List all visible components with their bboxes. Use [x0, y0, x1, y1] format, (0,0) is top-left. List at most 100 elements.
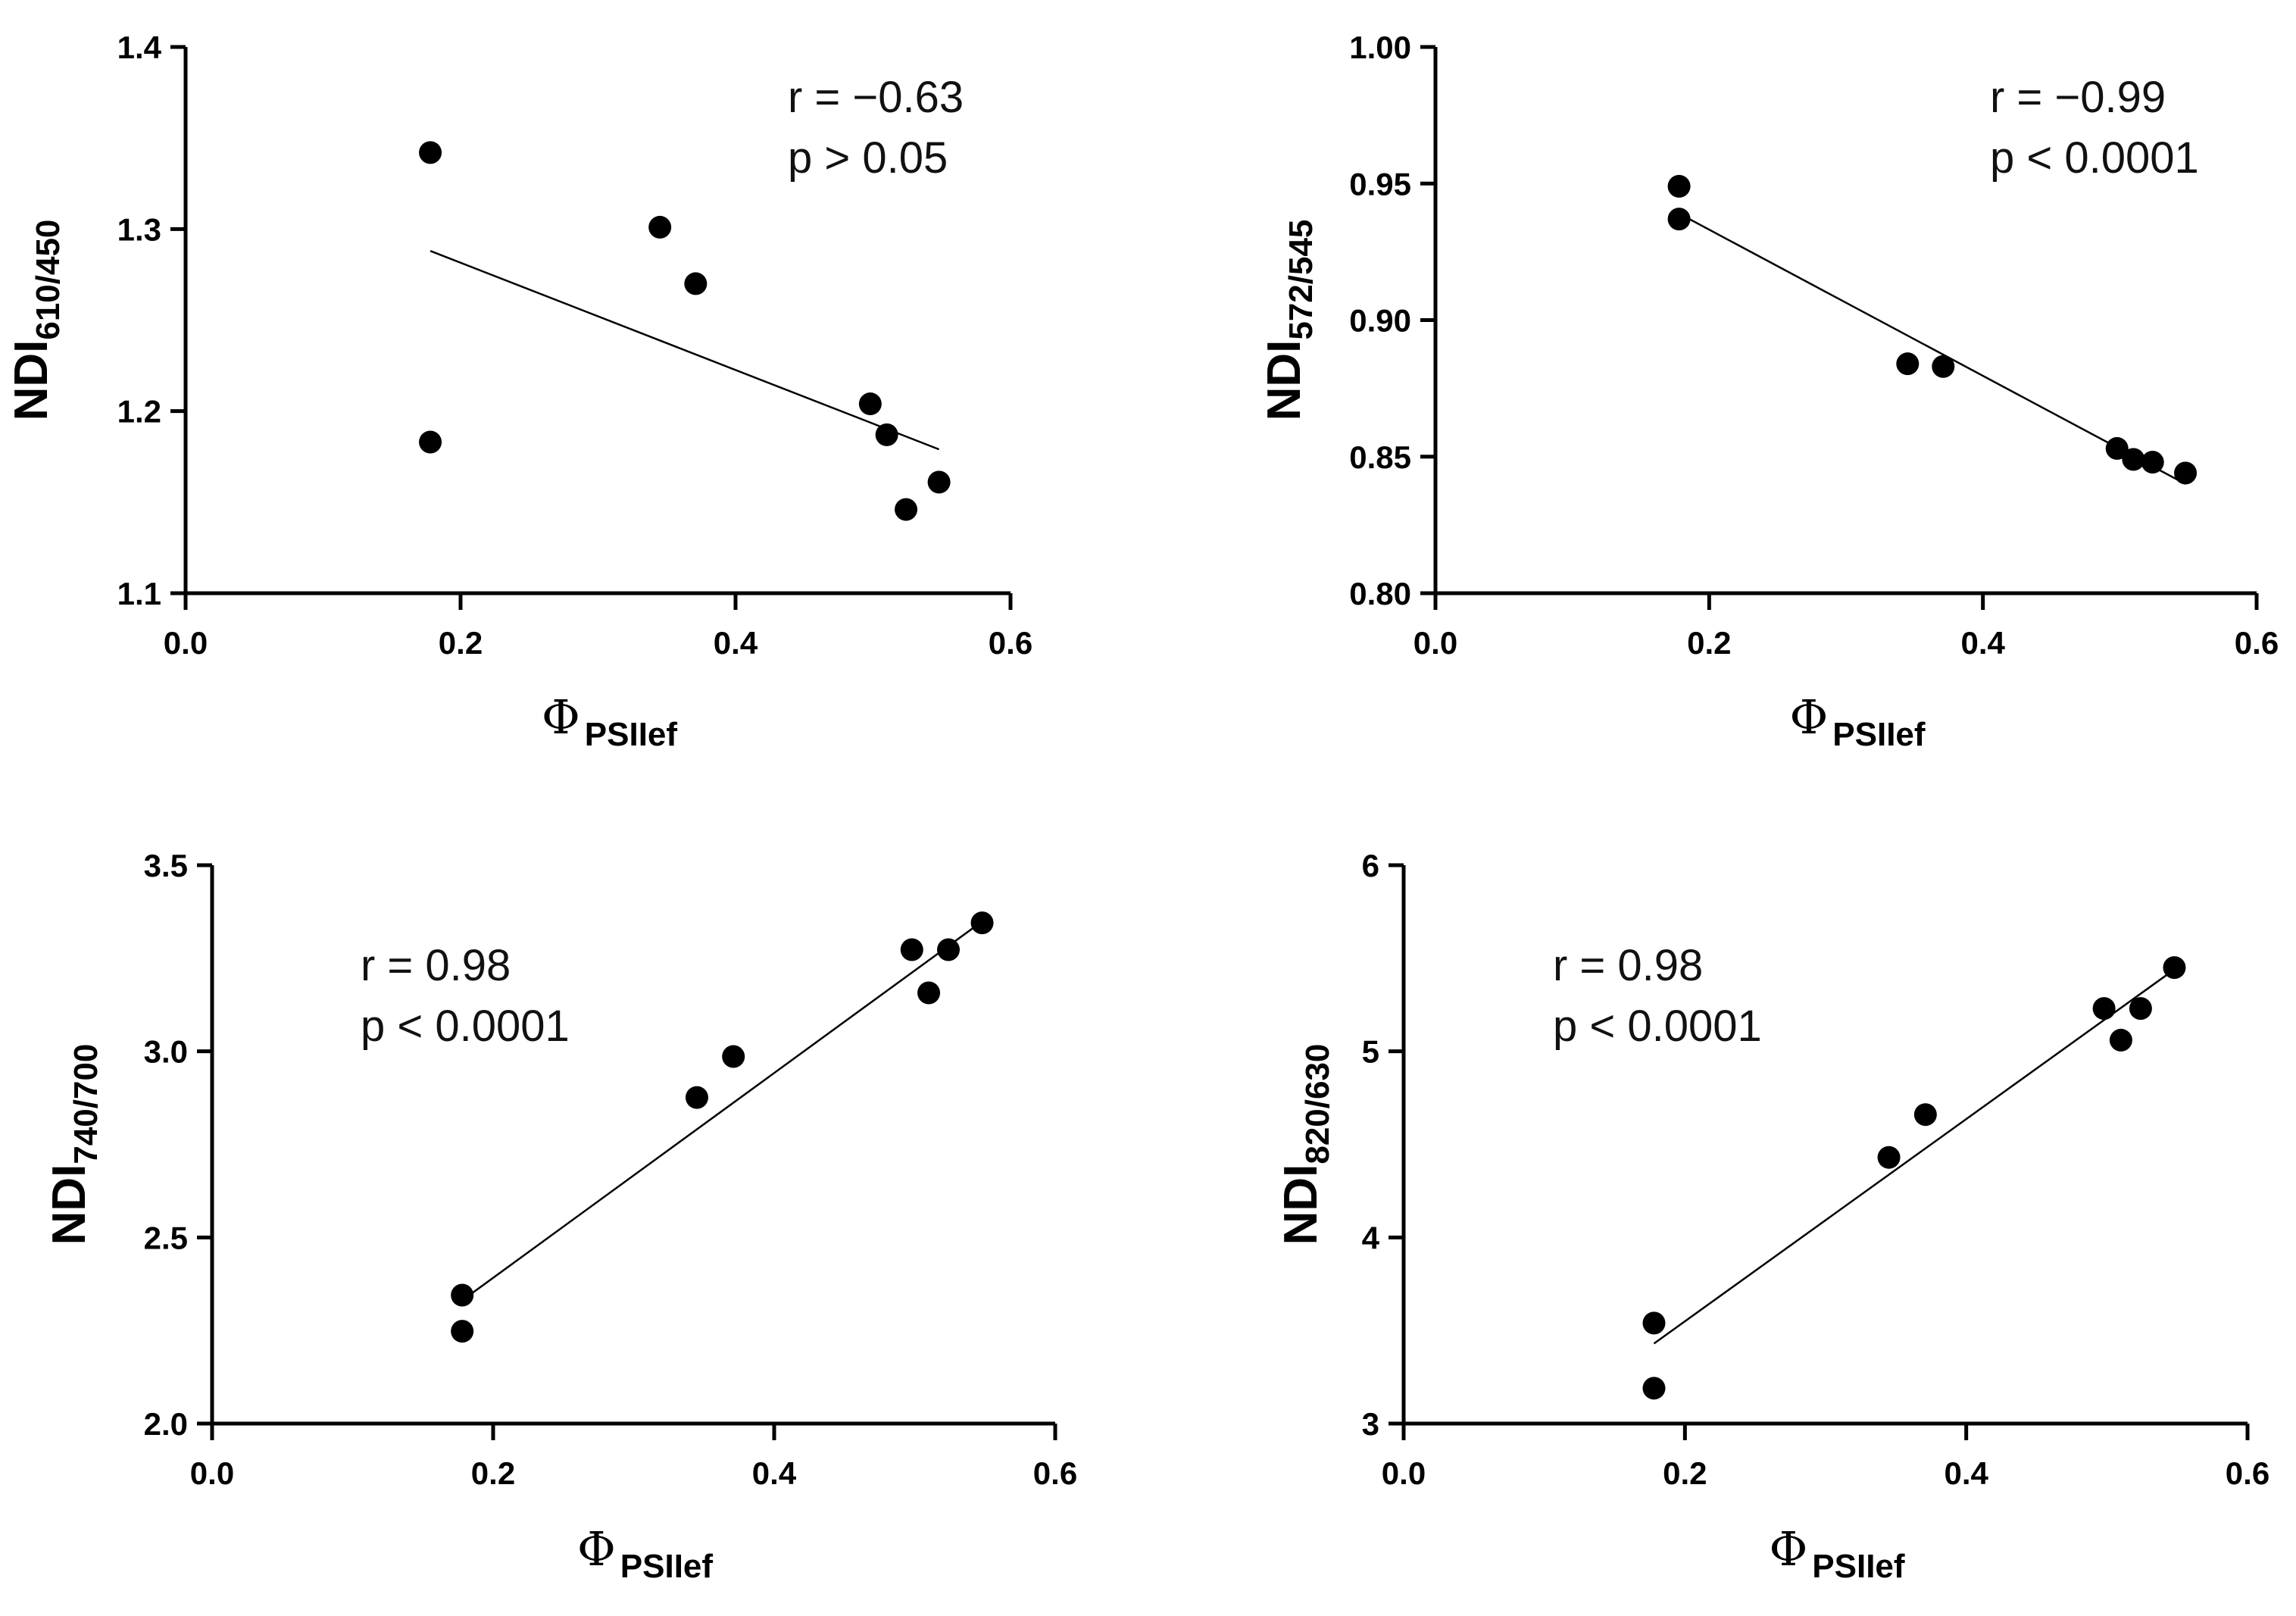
x-tick-label: 0.6: [989, 625, 1032, 661]
y-tick-label: 2.5: [144, 1220, 188, 1255]
y-tick-label: 0.90: [1349, 303, 1411, 339]
y-tick-label: 0.80: [1349, 576, 1411, 611]
data-point: [1913, 1103, 1937, 1127]
data-point: [875, 423, 898, 446]
y-tick-label: 1.1: [117, 576, 161, 611]
y-tick-label: 0.85: [1349, 439, 1411, 475]
y-tick-label: 3.0: [144, 1034, 188, 1070]
p-value-text: p < 0.0001: [1553, 1002, 1762, 1051]
x-tick-label: 0.0: [190, 1455, 234, 1491]
data-point: [419, 141, 442, 164]
regression-line: [1678, 212, 2186, 485]
y-axis-label-main: NDI: [1258, 340, 1310, 421]
data-point: [895, 498, 918, 521]
y-tick-label: 4: [1362, 1220, 1380, 1255]
y-axis-label-subscript: 610/450: [30, 220, 67, 340]
y-axis-label: NDI610/450: [5, 220, 67, 421]
x-tick-label: 0.4: [714, 625, 758, 661]
regression-line: [430, 250, 940, 451]
y-tick-label: 5: [1362, 1034, 1379, 1070]
y-axis-label-main: NDI: [1275, 1164, 1327, 1246]
x-axis-label: Φ PSIIef: [1789, 689, 1925, 753]
data-point: [2129, 997, 2152, 1021]
x-axis-label: Φ PSIIef: [542, 689, 677, 753]
data-point: [451, 1283, 474, 1307]
correlation-r-text: r = −0.63: [788, 73, 964, 122]
data-point: [1642, 1311, 1666, 1335]
data-point: [419, 430, 442, 454]
data-point: [2163, 956, 2186, 980]
correlation-r-text: r = 0.98: [1553, 941, 1703, 990]
y-axis-label-subscript: 820/630: [1299, 1044, 1336, 1164]
y-axis-label-subscript: 572/545: [1282, 220, 1320, 340]
y-tick-label: 1.4: [117, 30, 162, 65]
x-tick-label: 0.4: [1960, 625, 2005, 661]
y-tick-label: 0.95: [1349, 166, 1411, 202]
x-axis-label-subscript: PSIIef: [585, 716, 678, 753]
data-point: [648, 215, 672, 239]
data-point: [451, 1320, 474, 1343]
data-point: [917, 981, 941, 1005]
x-axis-label-main: Φ: [577, 1521, 616, 1577]
x-axis-label-subscript: PSIIef: [1812, 1548, 1905, 1585]
data-point: [2092, 997, 2116, 1021]
data-point: [2141, 450, 2164, 474]
data-point: [1896, 352, 1920, 376]
data-point: [684, 272, 708, 295]
x-tick-label: 0.2: [1687, 625, 1731, 661]
correlation-r-text: r = −0.99: [1990, 73, 2166, 122]
data-point: [685, 1086, 708, 1109]
y-tick-label: 1.00: [1349, 30, 1411, 65]
x-tick-label: 0.4: [1944, 1455, 1988, 1491]
x-tick-label: 0.0: [1414, 625, 1457, 661]
x-axis-label-subscript: PSIIef: [620, 1548, 714, 1585]
regression-line: [1653, 968, 2176, 1345]
y-axis-label: NDI572/545: [1258, 220, 1320, 421]
panel-ndi-572-545: 0.80 0.85 0.90 0.95 1.00 0.0 0.2 0.4 0.6 r = −0.9…: [1258, 30, 2279, 753]
y-tick-label: 3.5: [144, 848, 188, 883]
x-tick-label: 0.2: [471, 1455, 515, 1491]
x-axis-label-main: Φ: [1789, 689, 1828, 745]
y-tick-label: 1.3: [117, 211, 161, 247]
regression-line: [461, 921, 983, 1302]
x-tick-label: 0.2: [1663, 1455, 1707, 1491]
data-point: [2122, 448, 2145, 471]
data-point: [1667, 174, 1691, 198]
y-axis-label-subscript: 740/700: [67, 1044, 105, 1164]
x-tick-label: 0.0: [1382, 1455, 1426, 1491]
y-axis-label-main: NDI: [43, 1164, 95, 1246]
x-tick-label: 0.0: [164, 625, 208, 661]
x-tick-label: 0.6: [2235, 625, 2279, 661]
panel-ndi-740-700: 2.0 2.5 3.0 3.5 0.0 0.2 0.4 0.6 r = 0.98 p < 0.00…: [43, 848, 1077, 1585]
x-axis-label-main: Φ: [1769, 1521, 1807, 1577]
data-point: [937, 938, 961, 961]
data-point: [1642, 1377, 1666, 1400]
panel-ndi-610-450: 1.1 1.2 1.3 1.4 0.0 0.2 0.4 0.6 r = −0.63 p > 0.0…: [5, 30, 1032, 753]
p-value-text: p < 0.0001: [361, 1002, 570, 1051]
x-axis-label-main: Φ: [542, 689, 580, 745]
y-tick-label: 3: [1362, 1406, 1379, 1442]
x-tick-label: 0.6: [2226, 1455, 2269, 1491]
data-point: [970, 911, 994, 935]
x-axis-label-subscript: PSIIef: [1832, 716, 1926, 753]
data-point: [1667, 208, 1691, 231]
x-axis-label: Φ PSIIef: [1769, 1521, 1904, 1585]
data-point: [1932, 355, 1955, 378]
y-tick-label: 2.0: [144, 1406, 188, 1442]
data-point: [858, 392, 882, 416]
x-axis-label: Φ PSIIef: [577, 1521, 713, 1585]
y-axis-label: NDI740/700: [43, 1044, 105, 1246]
data-point: [722, 1045, 745, 1068]
x-tick-label: 0.2: [439, 625, 483, 661]
x-tick-label: 0.6: [1033, 1455, 1077, 1491]
y-tick-label: 1.2: [117, 394, 161, 430]
p-value-text: p > 0.05: [788, 133, 948, 183]
correlation-r-text: r = 0.98: [361, 941, 511, 990]
data-point: [2174, 461, 2198, 485]
data-point: [2109, 1028, 2132, 1052]
y-tick-label: 6: [1362, 848, 1379, 883]
x-tick-label: 0.4: [752, 1455, 797, 1491]
y-axis-label-main: NDI: [5, 340, 58, 421]
panel-ndi-820-630: 3 4 5 6 0.0 0.2 0.4 0.6 r = 0.98 p < 0.0001 NDI820…: [1275, 848, 2269, 1585]
